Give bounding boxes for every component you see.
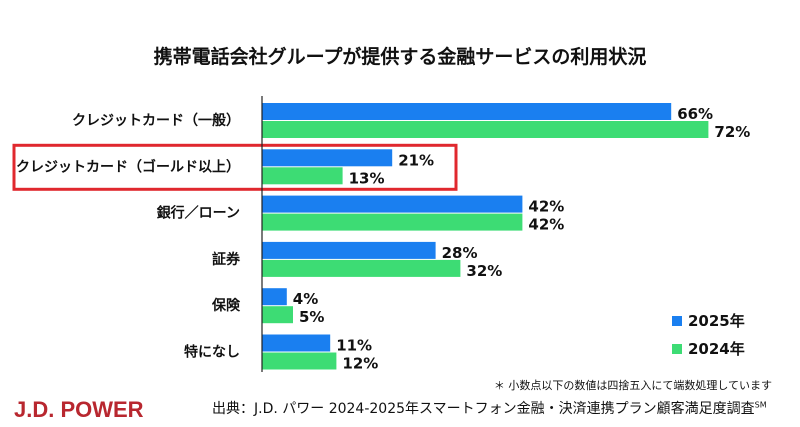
source-text: 出典：J.D. パワー 2024-2025年スマートフォン金融・決済連携プラン顧… xyxy=(212,401,755,417)
chart-title: 携帯電話会社グループが提供する金融サービスの利用状況 xyxy=(153,46,647,68)
data-label: 4% xyxy=(293,290,318,308)
bar-2024 xyxy=(262,121,709,138)
service-mark: SM xyxy=(754,400,767,410)
category-label: クレジットカード（一般） xyxy=(72,112,240,129)
data-label: 32% xyxy=(466,262,502,280)
legend-swatch xyxy=(672,316,682,326)
category-label: 証券 xyxy=(212,251,241,268)
data-label: 11% xyxy=(336,337,372,355)
category-label: クレジットカード（ゴールド以上） xyxy=(16,158,240,175)
legend-swatch xyxy=(672,344,682,354)
data-label: 42% xyxy=(528,216,564,234)
data-label: 28% xyxy=(442,244,478,262)
category-label: 特になし xyxy=(184,344,240,361)
data-label: 21% xyxy=(398,151,434,169)
category-label: 保険 xyxy=(211,297,241,314)
bar-2024 xyxy=(262,352,337,370)
highlight-box xyxy=(12,143,458,191)
bar-2024 xyxy=(262,213,523,231)
data-label: 66% xyxy=(677,105,713,123)
data-label: 5% xyxy=(299,308,324,326)
bar-2025 xyxy=(262,195,523,213)
data-label: 13% xyxy=(349,169,385,187)
bar-2024 xyxy=(262,259,461,277)
bar-2025 xyxy=(262,334,331,352)
bar-2024 xyxy=(262,306,293,324)
data-label: 12% xyxy=(342,355,378,373)
bar-2025 xyxy=(262,149,393,167)
bar-2024 xyxy=(262,167,343,185)
bar-2025 xyxy=(262,103,672,120)
category-label: 銀行／ローン xyxy=(157,205,240,222)
source-citation: 出典：J.D. パワー 2024-2025年スマートフォン金融・決済連携プラン顧… xyxy=(212,398,767,418)
data-label: 42% xyxy=(528,198,564,216)
legend-label: 2024年 xyxy=(688,340,745,358)
data-label: 72% xyxy=(714,123,750,141)
jd-power-logo: J.D. POWER xyxy=(14,397,144,422)
bar-2025 xyxy=(262,241,436,259)
rounding-note: ＊ 小数点以下の数値は四捨五入にて端数処理しています xyxy=(493,379,772,392)
bar-2025 xyxy=(262,288,287,306)
legend-label: 2025年 xyxy=(688,312,745,330)
